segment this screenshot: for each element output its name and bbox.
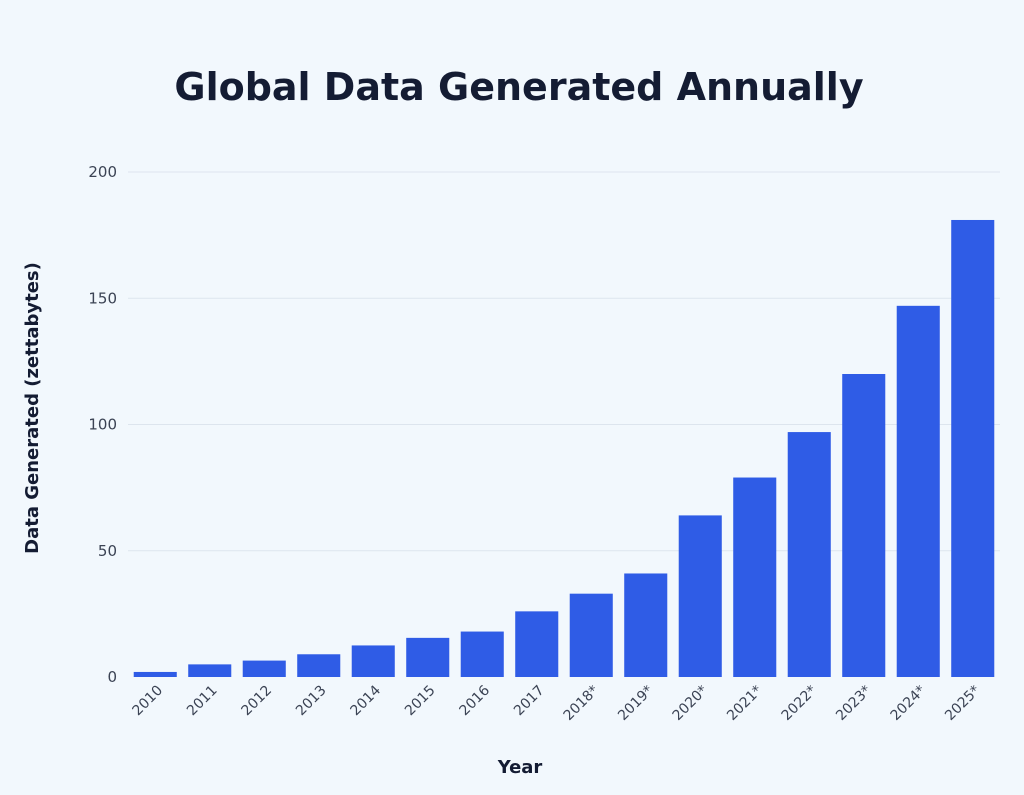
- bar: [406, 637, 450, 677]
- x-tick-label: 2012: [239, 683, 276, 720]
- bar: [515, 611, 559, 677]
- bar: [787, 432, 831, 677]
- bars: [133, 219, 995, 677]
- y-tick-label: 50: [98, 542, 117, 560]
- bar: [297, 654, 341, 677]
- y-axis-label: Data Generated (zettabytes): [22, 262, 43, 554]
- chart-title: Global Data Generated Annually: [174, 65, 863, 109]
- x-tick-label: 2019*: [615, 683, 656, 724]
- x-tick-label: 2025*: [942, 683, 983, 724]
- x-axis-label: Year: [497, 757, 543, 778]
- x-tick-label: 2010: [130, 683, 167, 720]
- bar: [460, 631, 504, 677]
- bar: [242, 660, 286, 677]
- x-tick-label: 2020*: [670, 683, 711, 724]
- x-tick-label: 2016: [457, 682, 494, 719]
- y-tick-label: 100: [88, 416, 117, 434]
- y-tick-label: 200: [88, 163, 117, 181]
- x-tick-label: 2017: [511, 683, 548, 720]
- bar: [351, 645, 395, 677]
- bar: [133, 671, 177, 677]
- x-tick-label: 2021*: [724, 683, 765, 724]
- x-tick-label: 2014: [348, 682, 385, 719]
- bar: [569, 593, 613, 677]
- y-tick-label: 0: [107, 668, 117, 686]
- x-axis-ticks: 2010 2011 2012 2013 2014 2015 2016 2017 2018* 201…: [130, 682, 984, 724]
- x-tick-label: 2013: [293, 683, 330, 720]
- bar: [624, 573, 668, 677]
- y-tick-label: 150: [88, 289, 117, 307]
- bar: [678, 515, 722, 677]
- x-tick-label: 2023*: [833, 683, 874, 724]
- bar: [951, 219, 995, 677]
- y-axis-ticks: 0 50 100 150 200: [88, 163, 117, 686]
- bar: [733, 477, 777, 677]
- x-tick-label: 2022*: [779, 683, 820, 724]
- x-tick-label: 2011: [184, 683, 221, 720]
- x-tick-label: 2018*: [561, 683, 602, 724]
- bar: [188, 664, 232, 677]
- bar: [896, 305, 940, 677]
- x-tick-label: 2015: [402, 683, 439, 720]
- x-tick-label: 2024*: [888, 683, 929, 724]
- bar: [842, 374, 886, 677]
